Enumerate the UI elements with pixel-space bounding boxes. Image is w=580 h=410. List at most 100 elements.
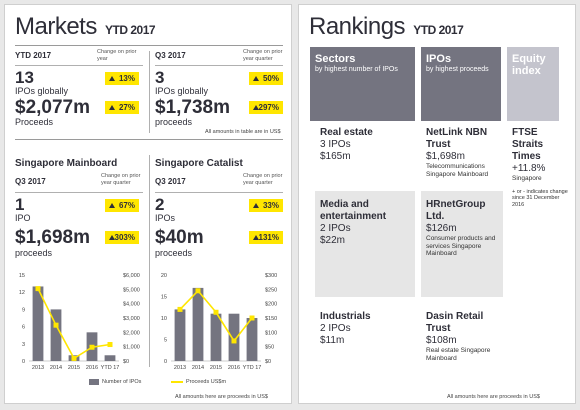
- ipo-value: $108m: [426, 335, 457, 346]
- y-right-tick: $100: [265, 330, 277, 336]
- proceeds-line: [37, 288, 111, 360]
- q3-proceeds-value: $1,738m: [155, 97, 231, 118]
- y-left-tick: 15: [19, 273, 25, 279]
- catalist-period: Q3 2017: [155, 177, 186, 186]
- ipo-bar: [104, 355, 116, 361]
- sector-name: Industrials: [320, 311, 371, 322]
- ipos-header: IPOs by highest proceeds: [421, 47, 501, 121]
- x-tick-label: 2015: [68, 365, 80, 371]
- y-right-tick: $0: [123, 359, 129, 365]
- q3-ipos-change-badge: 50%: [249, 72, 283, 85]
- sector-name: Media and entertainment: [320, 199, 387, 222]
- x-tick-label: 2014: [192, 365, 204, 371]
- catalist-change-label: Change on prior year quarter: [243, 173, 283, 186]
- y-right-tick: $300: [265, 273, 277, 279]
- up-arrow-icon: [109, 235, 115, 240]
- ipo-name: HRnetGroup Ltd.: [426, 199, 486, 222]
- ipo-name: NetLink NBN Trust: [426, 127, 488, 150]
- proceeds-point: [107, 342, 113, 348]
- q3-ipos-label: IPOs globally: [155, 86, 209, 96]
- rankings-panel: Rankings YTD 2017 Sectors by highest num…: [298, 4, 576, 404]
- catalist-ipos-label: IPOs: [155, 213, 176, 223]
- y-left-tick: 0: [22, 359, 25, 365]
- ipo-bar: [210, 313, 222, 361]
- divider: [15, 65, 143, 66]
- proceeds-point: [71, 355, 77, 361]
- ipo-rank-1: NetLink NBN Trust $1,698m Telecommunicat…: [421, 123, 503, 189]
- markets-bottom-note: All amounts here are proceeds in US$: [175, 394, 268, 400]
- y-left-tick: 6: [22, 325, 25, 331]
- up-arrow-icon: [253, 203, 259, 208]
- rankings-period: YTD 2017: [413, 23, 464, 37]
- y-right-tick: $5,000: [123, 287, 140, 293]
- ipo-desc: Telecommunications Singapore Mainboard: [426, 163, 489, 178]
- sector-rank-1: Real estate 3 IPOs $165m: [315, 123, 415, 189]
- q3-proceeds-label: proceeds: [155, 117, 193, 127]
- ipo-bar: [246, 318, 258, 361]
- y-right-tick: $1,000: [123, 345, 140, 351]
- title-divider: [15, 45, 283, 46]
- ipo-desc: Real estate Singapore Mainboard: [426, 347, 491, 362]
- y-right-tick: $2,000: [123, 330, 140, 336]
- mainboard-ipos-label: IPO: [15, 213, 31, 223]
- catalist-proceeds-label: proceeds: [155, 248, 193, 258]
- y-left-tick: 3: [22, 342, 25, 348]
- y-right-tick: $4,000: [123, 302, 140, 308]
- mainboard-change-label: Change on prior year quarter: [101, 173, 141, 186]
- x-tick-label: YTD 17: [101, 365, 120, 371]
- sector-value: $11m: [320, 335, 345, 346]
- sectors-header: Sectors by highest number of IPOs: [310, 47, 415, 121]
- catalist-proceeds-value: $40m: [155, 227, 204, 248]
- proceeds-point: [177, 306, 183, 312]
- x-tick-label: 2016: [86, 365, 98, 371]
- up-arrow-icon: [109, 76, 115, 81]
- mainboard-ipos-value: 1: [15, 195, 25, 214]
- up-arrow-icon: [253, 235, 259, 240]
- ipo-rank-3: Dasin Retail Trust $108m Real estate Sin…: [421, 307, 503, 373]
- index-market: Singapore: [512, 175, 542, 182]
- y-left-tick: 15: [161, 295, 167, 301]
- markets-period: YTD 2017: [105, 23, 156, 37]
- catalist-proceeds-change-badge: 131%: [249, 231, 283, 244]
- legend-ipos-label: Number of IPOs: [102, 379, 142, 385]
- mainboard-ipos-change-badge: 67%: [105, 199, 139, 212]
- q3-ipos-value: 3: [155, 68, 165, 87]
- x-tick-label: 2014: [50, 365, 62, 371]
- ipo-rank-2: HRnetGroup Ltd. $126m Consumer products …: [421, 191, 503, 297]
- legend-proceeds-label: Proceeds US$m: [186, 379, 227, 385]
- sector-value: $22m: [320, 235, 346, 246]
- ytd-change-label: Change on prior year: [97, 49, 137, 62]
- x-tick-label: 2013: [174, 365, 186, 371]
- legend-ipos-swatch: [89, 379, 99, 385]
- ipo-bar: [174, 309, 186, 361]
- x-tick-label: 2013: [32, 365, 44, 371]
- ipo-bar: [192, 287, 204, 361]
- proceeds-point: [249, 315, 255, 321]
- ipo-bar: [50, 309, 62, 361]
- up-arrow-icon: [253, 105, 259, 110]
- proceeds-point: [53, 322, 59, 328]
- up-arrow-icon: [253, 76, 259, 81]
- y-right-tick: $0: [265, 359, 271, 365]
- mainboard-proceeds-label: proceeds: [15, 248, 53, 258]
- proceeds-point: [231, 338, 237, 344]
- sector-ipos: 3 IPOs: [320, 139, 351, 150]
- catalist-title: Singapore Catalist: [155, 158, 243, 169]
- index-name: FTSE Straits Times: [512, 127, 544, 162]
- ytd-label: YTD 2017: [15, 51, 52, 60]
- y-left-tick: 12: [19, 290, 25, 296]
- rankings-bottom-note: All amounts here are proceeds in US$: [447, 394, 540, 400]
- ytd-ipos-change-badge: 13%: [105, 72, 139, 85]
- y-right-tick: $6,000: [123, 273, 140, 279]
- catalist-ipos-value: 2: [155, 195, 165, 214]
- ytd-proceeds-value: $2,077m: [15, 97, 91, 118]
- x-tick-label: 2015: [210, 365, 222, 371]
- ytd-proceeds-label: Proceeds: [15, 117, 54, 127]
- sector-ipos: 2 IPOs: [320, 323, 351, 334]
- sector-rank-3: Industrials 2 IPOs $11m: [315, 307, 415, 373]
- proceeds-point: [89, 344, 95, 350]
- q3-change-label: Change on prior year quarter: [243, 49, 283, 62]
- catalist-ipos-change-badge: 33%: [249, 199, 283, 212]
- divider: [155, 192, 283, 193]
- divider: [15, 139, 283, 140]
